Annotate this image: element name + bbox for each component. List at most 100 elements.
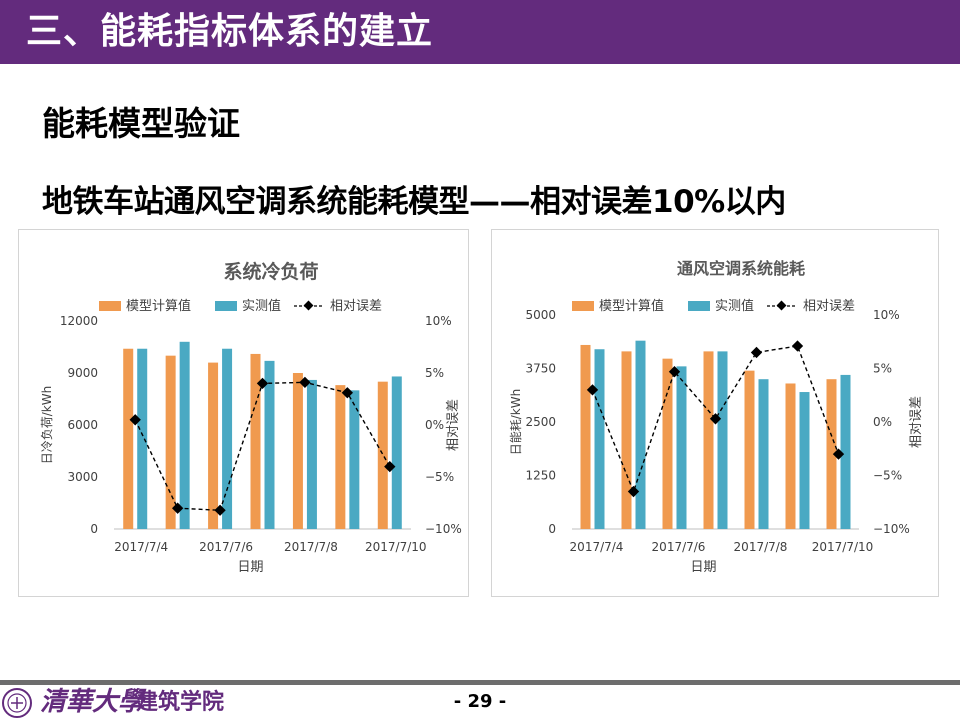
bar-measured — [717, 351, 728, 529]
bar-measured — [264, 360, 275, 529]
bar-measured — [137, 348, 148, 529]
legend-swatch-error-marker — [303, 300, 314, 311]
bar-calc — [165, 355, 176, 529]
bar-calc — [250, 353, 261, 529]
y-tick-label: 5000 — [525, 308, 556, 322]
bar-calc — [580, 344, 591, 529]
x-tick-label: 2017/7/6 — [652, 540, 706, 554]
y2-tick-label: 10% — [873, 308, 900, 322]
bar-measured — [799, 392, 810, 529]
bar-calc — [826, 379, 837, 529]
slide-title: 三、能耗指标体系的建立 — [26, 11, 434, 52]
y-tick-label: 3750 — [525, 362, 556, 376]
footer-divider — [0, 680, 960, 685]
legend-label-error: 相对误差 — [330, 299, 382, 314]
slide-subtitle: 地铁车站通风空调系统能耗模型——相对误差10%以内 — [42, 184, 786, 220]
header-bar — [0, 0, 960, 64]
page-number: - 29 - — [453, 691, 507, 712]
error-point — [832, 448, 845, 460]
bar-measured — [391, 376, 402, 529]
y-axis-title: 日冷负荷/kWh — [40, 386, 54, 464]
bar-calc — [377, 381, 388, 529]
school-name: 建筑学院 — [136, 690, 225, 715]
university-name: 清華大學 — [40, 687, 145, 717]
y2-tick-label: −10% — [425, 522, 462, 536]
y2-tick-label: 10% — [425, 314, 452, 328]
error-point — [256, 377, 269, 390]
bar-calc — [208, 362, 219, 529]
y2-tick-label: 0% — [873, 415, 892, 429]
y-tick-label: 0 — [548, 522, 556, 536]
y2-tick-label: 5% — [425, 366, 444, 380]
legend-label-calc: 模型计算值 — [599, 298, 664, 314]
energy-consumption-chart: 通风空调系统能耗 模型计算值 实测值 相对误差 0 1250 2500 3750 5000 −10… — [491, 229, 939, 597]
bar-measured — [676, 366, 687, 529]
bar-measured — [594, 349, 605, 529]
bar-calc — [123, 348, 134, 529]
legend-label-measured: 实测值 — [715, 298, 754, 314]
legend-swatch-calc — [572, 301, 594, 311]
y2-tick-label: −10% — [873, 522, 910, 536]
bar-calc — [335, 385, 346, 529]
y2-axis-title: 相对误差 — [909, 396, 924, 448]
bar-measured — [758, 379, 769, 529]
x-tick-label: 2017/7/8 — [284, 540, 338, 554]
legend-label-measured: 实测值 — [242, 298, 281, 314]
x-tick-label: 2017/7/10 — [812, 540, 874, 554]
x-tick-label: 2017/7/10 — [365, 540, 427, 554]
error-point — [214, 504, 226, 516]
error-point — [299, 376, 311, 389]
bar-measured — [222, 348, 233, 529]
y-tick-label: 1250 — [525, 469, 556, 483]
y2-tick-label: −5% — [873, 469, 902, 483]
bar-measured — [840, 374, 851, 529]
y-tick-label: 3000 — [67, 470, 98, 484]
error-point — [791, 340, 804, 352]
y2-axis-title: 相对误差 — [446, 399, 461, 451]
y-tick-label: 12000 — [60, 314, 98, 328]
bar-measured — [349, 390, 360, 529]
bar-measured — [635, 340, 646, 529]
legend-swatch-measured — [688, 301, 710, 311]
section-title: 能耗模型验证 — [42, 104, 240, 143]
chart-legend: 模型计算值 实测值 相对误差 — [99, 298, 382, 314]
error-point — [668, 366, 681, 378]
y-axis-title: 日能耗/kWh — [509, 389, 523, 455]
y-tick-label: 9000 — [67, 366, 98, 380]
legend-swatch-error-marker — [776, 300, 787, 311]
bar-calc — [785, 383, 796, 529]
error-point — [627, 485, 640, 498]
bar-calc — [292, 373, 303, 529]
error-point — [384, 460, 396, 473]
x-tick-label: 2017/7/8 — [734, 540, 788, 554]
x-tick-label: 2017/7/6 — [199, 540, 253, 554]
x-tick-label: 2017/7/4 — [570, 540, 624, 554]
error-point — [129, 414, 141, 426]
bar-calc — [662, 358, 673, 529]
chart-legend: 模型计算值 实测值 相对误差 — [572, 298, 855, 314]
error-point — [341, 387, 354, 399]
legend-label-error: 相对误差 — [803, 299, 855, 314]
x-tick-label: 2017/7/4 — [114, 540, 168, 554]
error-point — [750, 346, 763, 359]
bar-calc — [621, 351, 632, 529]
x-axis-title: 日期 — [237, 560, 263, 575]
cooling-load-chart: 系统冷负荷 模型计算值 实测值 相对误差 0 3000 6000 9000 12000 −10% −… — [18, 229, 469, 597]
y2-tick-label: 0% — [425, 418, 444, 432]
legend-label-calc: 模型计算值 — [126, 298, 191, 314]
chart-title: 通风空调系统能耗 — [677, 259, 805, 278]
y-tick-label: 0 — [90, 522, 98, 536]
x-axis-title: 日期 — [690, 560, 716, 575]
error-point — [709, 413, 722, 425]
bar-measured — [179, 341, 190, 529]
bar-calc — [744, 370, 755, 529]
legend-swatch-measured — [215, 301, 237, 311]
university-seal-icon — [2, 688, 32, 718]
error-point — [171, 502, 184, 514]
y-tick-label: 2500 — [525, 415, 556, 429]
legend-swatch-calc — [99, 301, 121, 311]
y2-tick-label: −5% — [425, 470, 454, 484]
bar-measured — [306, 379, 317, 529]
